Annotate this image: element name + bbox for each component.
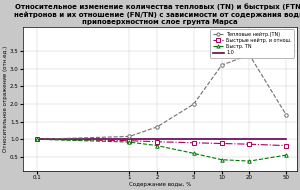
Быстрые нейтр. и отнош. (155, 141, 159, 143)
Title: Относительное изменение количества тепловых (TN) и быстрых (FTN)
нейтронов и их : Относительное изменение количества тепло… (14, 3, 300, 25)
Тепловые нейтр.(TN) (284, 113, 288, 116)
Тепловые нейтр.(TN) (192, 103, 196, 105)
Тепловые нейтр.(TN) (155, 126, 159, 128)
1.0 (155, 138, 159, 140)
Тепловые нейтр.(TN) (35, 138, 39, 140)
Быстр. TN (128, 141, 131, 143)
Y-axis label: Относительное отражение (отн.ед.): Относительное отражение (отн.ед.) (4, 46, 8, 152)
Line: Быстрые нейтр. и отнош.: Быстрые нейтр. и отнош. (35, 138, 288, 147)
Быстр. TN (35, 138, 39, 140)
1.0 (128, 138, 131, 140)
Быстр. TN (220, 159, 223, 161)
Быстр. TN (284, 154, 288, 156)
Line: Быстр. TN: Быстр. TN (35, 138, 288, 163)
Быстр. TN (155, 144, 159, 147)
1.0 (248, 138, 251, 140)
1.0 (284, 138, 288, 140)
1.0 (220, 138, 223, 140)
1.0 (192, 138, 196, 140)
Быстрые нейтр. и отнош. (220, 142, 223, 145)
1.0 (35, 138, 39, 140)
Быстрые нейтр. и отнош. (192, 142, 196, 144)
Legend: Тепловые нейтр.(TN), Быстрые нейтр. и отнош., Быстр. TN, 1.0: Тепловые нейтр.(TN), Быстрые нейтр. и от… (211, 29, 294, 58)
Тепловые нейтр.(TN) (128, 135, 131, 138)
Быстрые нейтр. и отнош. (284, 144, 288, 147)
Тепловые нейтр.(TN) (220, 64, 223, 66)
Быстр. TN (248, 160, 251, 162)
Быстрые нейтр. и отнош. (248, 143, 251, 145)
Быстрые нейтр. и отнош. (128, 139, 131, 142)
Быстрые нейтр. и отнош. (35, 138, 39, 140)
Быстр. TN (192, 152, 196, 154)
Line: Тепловые нейтр.(TN): Тепловые нейтр.(TN) (35, 53, 288, 141)
X-axis label: Содержание воды, %: Содержание воды, % (128, 181, 191, 187)
Тепловые нейтр.(TN) (248, 54, 251, 56)
